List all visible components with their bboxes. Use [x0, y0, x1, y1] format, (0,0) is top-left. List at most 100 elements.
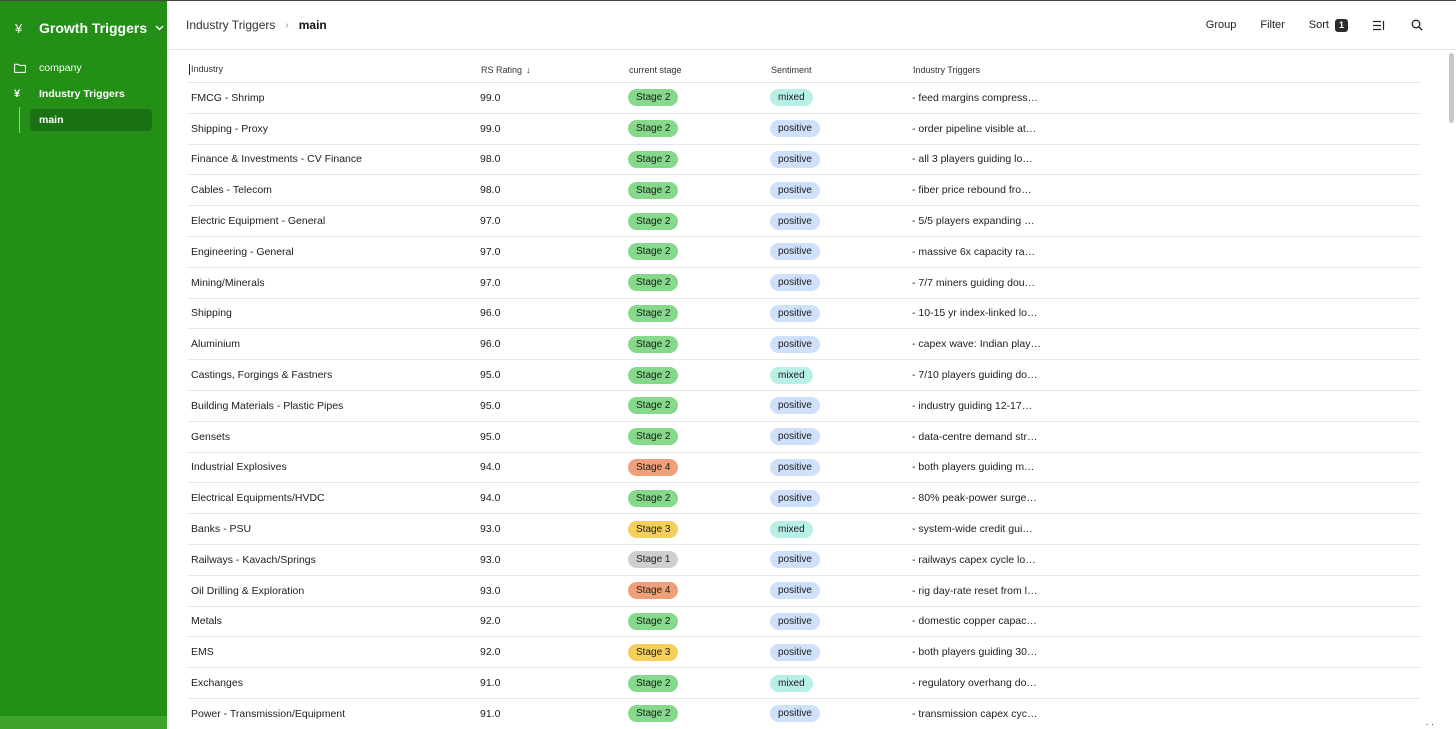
cell-industry-triggers[interactable]: - massive 6x capacity ra…: [912, 245, 1036, 258]
cell-stage[interactable]: Stage 2: [628, 212, 770, 230]
sidebar-subitem-label[interactable]: main: [30, 109, 152, 131]
cell-rs-rating[interactable]: 92.0: [480, 646, 501, 659]
sort-button[interactable]: Sort 1: [1309, 18, 1348, 32]
cell-sentiment[interactable]: positive: [770, 643, 912, 661]
cell-industry[interactable]: Electrical Equipments/HVDC: [191, 492, 325, 505]
cell-rs-rating[interactable]: 93.0: [480, 584, 501, 597]
cell-industry-triggers[interactable]: - both players guiding m…: [912, 461, 1035, 474]
table-row[interactable]: Shipping 96.0 Stage 2 positive - 10-15 yr in…: [187, 299, 1421, 330]
cell-rs-rating[interactable]: 98.0: [480, 153, 501, 166]
table-row[interactable]: Aluminium 96.0 Stage 2 positive - capex wave…: [187, 329, 1421, 361]
sidebar-subitem-main[interactable]: main: [19, 107, 167, 133]
cell-rs-rating[interactable]: 95.0: [480, 430, 501, 443]
cell-industry[interactable]: Metals: [191, 615, 222, 628]
breadcrumb-parent[interactable]: Industry Triggers: [186, 18, 276, 32]
cell-stage[interactable]: Stage 2: [628, 612, 770, 630]
cell-rs-rating[interactable]: 98.0: [480, 184, 501, 197]
cell-industry[interactable]: Aluminium: [191, 338, 241, 351]
cell-rs-rating[interactable]: 94.0: [480, 461, 501, 474]
table-row[interactable]: Gensets 95.0 Stage 2 positive - data-centre …: [187, 422, 1421, 453]
cell-stage[interactable]: Stage 2: [628, 366, 770, 384]
cell-industry-triggers[interactable]: - 7/7 miners guiding dou…: [912, 276, 1036, 289]
cell-rs-rating[interactable]: 95.0: [480, 399, 501, 412]
cell-industry-triggers[interactable]: - 5/5 players expanding …: [912, 215, 1035, 228]
cell-industry[interactable]: Shipping: [191, 307, 232, 320]
list-settings-icon[interactable]: [1372, 18, 1386, 32]
scrollbar-thumb[interactable]: [1449, 53, 1454, 123]
cell-stage[interactable]: Stage 1: [628, 551, 770, 569]
cell-industry[interactable]: Engineering - General: [191, 245, 294, 258]
cell-industry[interactable]: Exchanges: [191, 677, 243, 690]
cell-stage[interactable]: Stage 2: [628, 489, 770, 507]
cell-industry[interactable]: Power - Transmission/Equipment: [191, 707, 346, 720]
cell-sentiment[interactable]: positive: [770, 705, 912, 723]
cell-industry-triggers[interactable]: - 10-15 yr index-linked lo…: [912, 307, 1038, 320]
cell-sentiment[interactable]: positive: [770, 582, 912, 600]
cell-industry-triggers[interactable]: - data-centre demand str…: [912, 430, 1038, 443]
group-button[interactable]: Group: [1205, 19, 1237, 31]
cell-industry[interactable]: EMS: [191, 646, 214, 659]
cell-sentiment[interactable]: positive: [770, 612, 912, 630]
cell-sentiment[interactable]: positive: [770, 304, 912, 322]
table-row[interactable]: Metals 92.0 Stage 2 positive - domestic copp…: [187, 607, 1421, 638]
cell-sentiment[interactable]: mixed: [770, 520, 912, 538]
cell-sentiment[interactable]: positive: [770, 335, 912, 353]
cell-stage[interactable]: Stage 2: [628, 705, 770, 723]
cell-rs-rating[interactable]: 94.0: [480, 492, 501, 505]
cell-industry-triggers[interactable]: - industry guiding 12-17…: [912, 399, 1033, 412]
cell-industry-triggers[interactable]: - system-wide credit gui…: [912, 523, 1033, 536]
cell-stage[interactable]: Stage 2: [628, 274, 770, 292]
table-row[interactable]: Electric Equipment - General 97.0 Stage 2 p…: [187, 206, 1421, 237]
cell-sentiment[interactable]: positive: [770, 489, 912, 507]
cell-industry[interactable]: Finance & Investments - CV Finance: [191, 153, 362, 166]
column-header-current-stage[interactable]: current stage: [629, 64, 682, 75]
cell-rs-rating[interactable]: 96.0: [480, 338, 501, 351]
cell-industry-triggers[interactable]: - feed margins compress…: [912, 91, 1039, 104]
cell-stage[interactable]: Stage 2: [628, 428, 770, 446]
cell-sentiment[interactable]: positive: [770, 428, 912, 446]
cell-industry-triggers[interactable]: - regulatory overhang do…: [912, 677, 1037, 690]
cell-rs-rating[interactable]: 93.0: [480, 523, 501, 536]
cell-industry[interactable]: Banks - PSU: [191, 523, 252, 536]
table-row[interactable]: Finance & Investments - CV Finance 98.0 St…: [187, 145, 1421, 176]
cell-sentiment[interactable]: mixed: [770, 674, 912, 692]
cell-stage[interactable]: Stage 2: [628, 181, 770, 199]
table-row[interactable]: Oil Drilling & Exploration 93.0 Stage 4 pos…: [187, 576, 1421, 607]
table-row[interactable]: Cables - Telecom 98.0 Stage 2 positive - fib…: [187, 175, 1421, 207]
cell-stage[interactable]: Stage 4: [628, 458, 770, 476]
cell-industry-triggers[interactable]: - domestic copper capac…: [912, 615, 1037, 628]
cell-sentiment[interactable]: positive: [770, 243, 912, 261]
cell-rs-rating[interactable]: 96.0: [480, 307, 501, 320]
cell-sentiment[interactable]: positive: [770, 458, 912, 476]
cell-industry-triggers[interactable]: - transmission capex cyc…: [912, 707, 1038, 720]
cell-stage[interactable]: Stage 2: [628, 150, 770, 168]
column-header-industry[interactable]: Industry: [189, 64, 479, 75]
cell-industry-triggers[interactable]: - railways capex cycle lo…: [912, 553, 1036, 566]
cell-industry-triggers[interactable]: - 7/10 players guiding do…: [912, 369, 1038, 382]
cell-sentiment[interactable]: positive: [770, 120, 912, 138]
cell-sentiment[interactable]: positive: [770, 212, 912, 230]
cell-industry-triggers[interactable]: - capex wave: Indian play…: [912, 338, 1041, 351]
cell-rs-rating[interactable]: 97.0: [480, 276, 501, 289]
table-row[interactable]: Banks - PSU 93.0 Stage 3 mixed - system-wide…: [187, 514, 1421, 545]
cell-stage[interactable]: Stage 2: [628, 304, 770, 322]
cell-stage[interactable]: Stage 2: [628, 120, 770, 138]
cell-rs-rating[interactable]: 97.0: [480, 215, 501, 228]
cell-sentiment[interactable]: positive: [770, 551, 912, 569]
cell-stage[interactable]: Stage 3: [628, 520, 770, 538]
cell-industry[interactable]: Electric Equipment - General: [191, 215, 326, 228]
cell-industry[interactable]: Shipping - Proxy: [191, 122, 269, 135]
cell-rs-rating[interactable]: 95.0: [480, 369, 501, 382]
table-row[interactable]: FMCG - Shrimp 99.0 Stage 2 mixed - feed marg…: [187, 83, 1421, 114]
cell-sentiment[interactable]: positive: [770, 181, 912, 199]
cell-rs-rating[interactable]: 91.0: [480, 707, 501, 720]
table-row[interactable]: Exchanges 91.0 Stage 2 mixed - regulatory ov…: [187, 668, 1421, 699]
cell-sentiment[interactable]: mixed: [770, 366, 912, 384]
cell-sentiment[interactable]: positive: [770, 274, 912, 292]
table-row[interactable]: Engineering - General 97.0 Stage 2 positive…: [187, 237, 1421, 268]
cell-industry-triggers[interactable]: - all 3 players guiding lo…: [912, 153, 1033, 166]
cell-industry-triggers[interactable]: - order pipeline visible at…: [912, 122, 1037, 135]
column-header-rs-rating[interactable]: RS Rating ↓: [479, 65, 629, 75]
cell-rs-rating[interactable]: 99.0: [480, 91, 501, 104]
table-row[interactable]: Industrial Explosives 94.0 Stage 4 positive…: [187, 453, 1421, 484]
